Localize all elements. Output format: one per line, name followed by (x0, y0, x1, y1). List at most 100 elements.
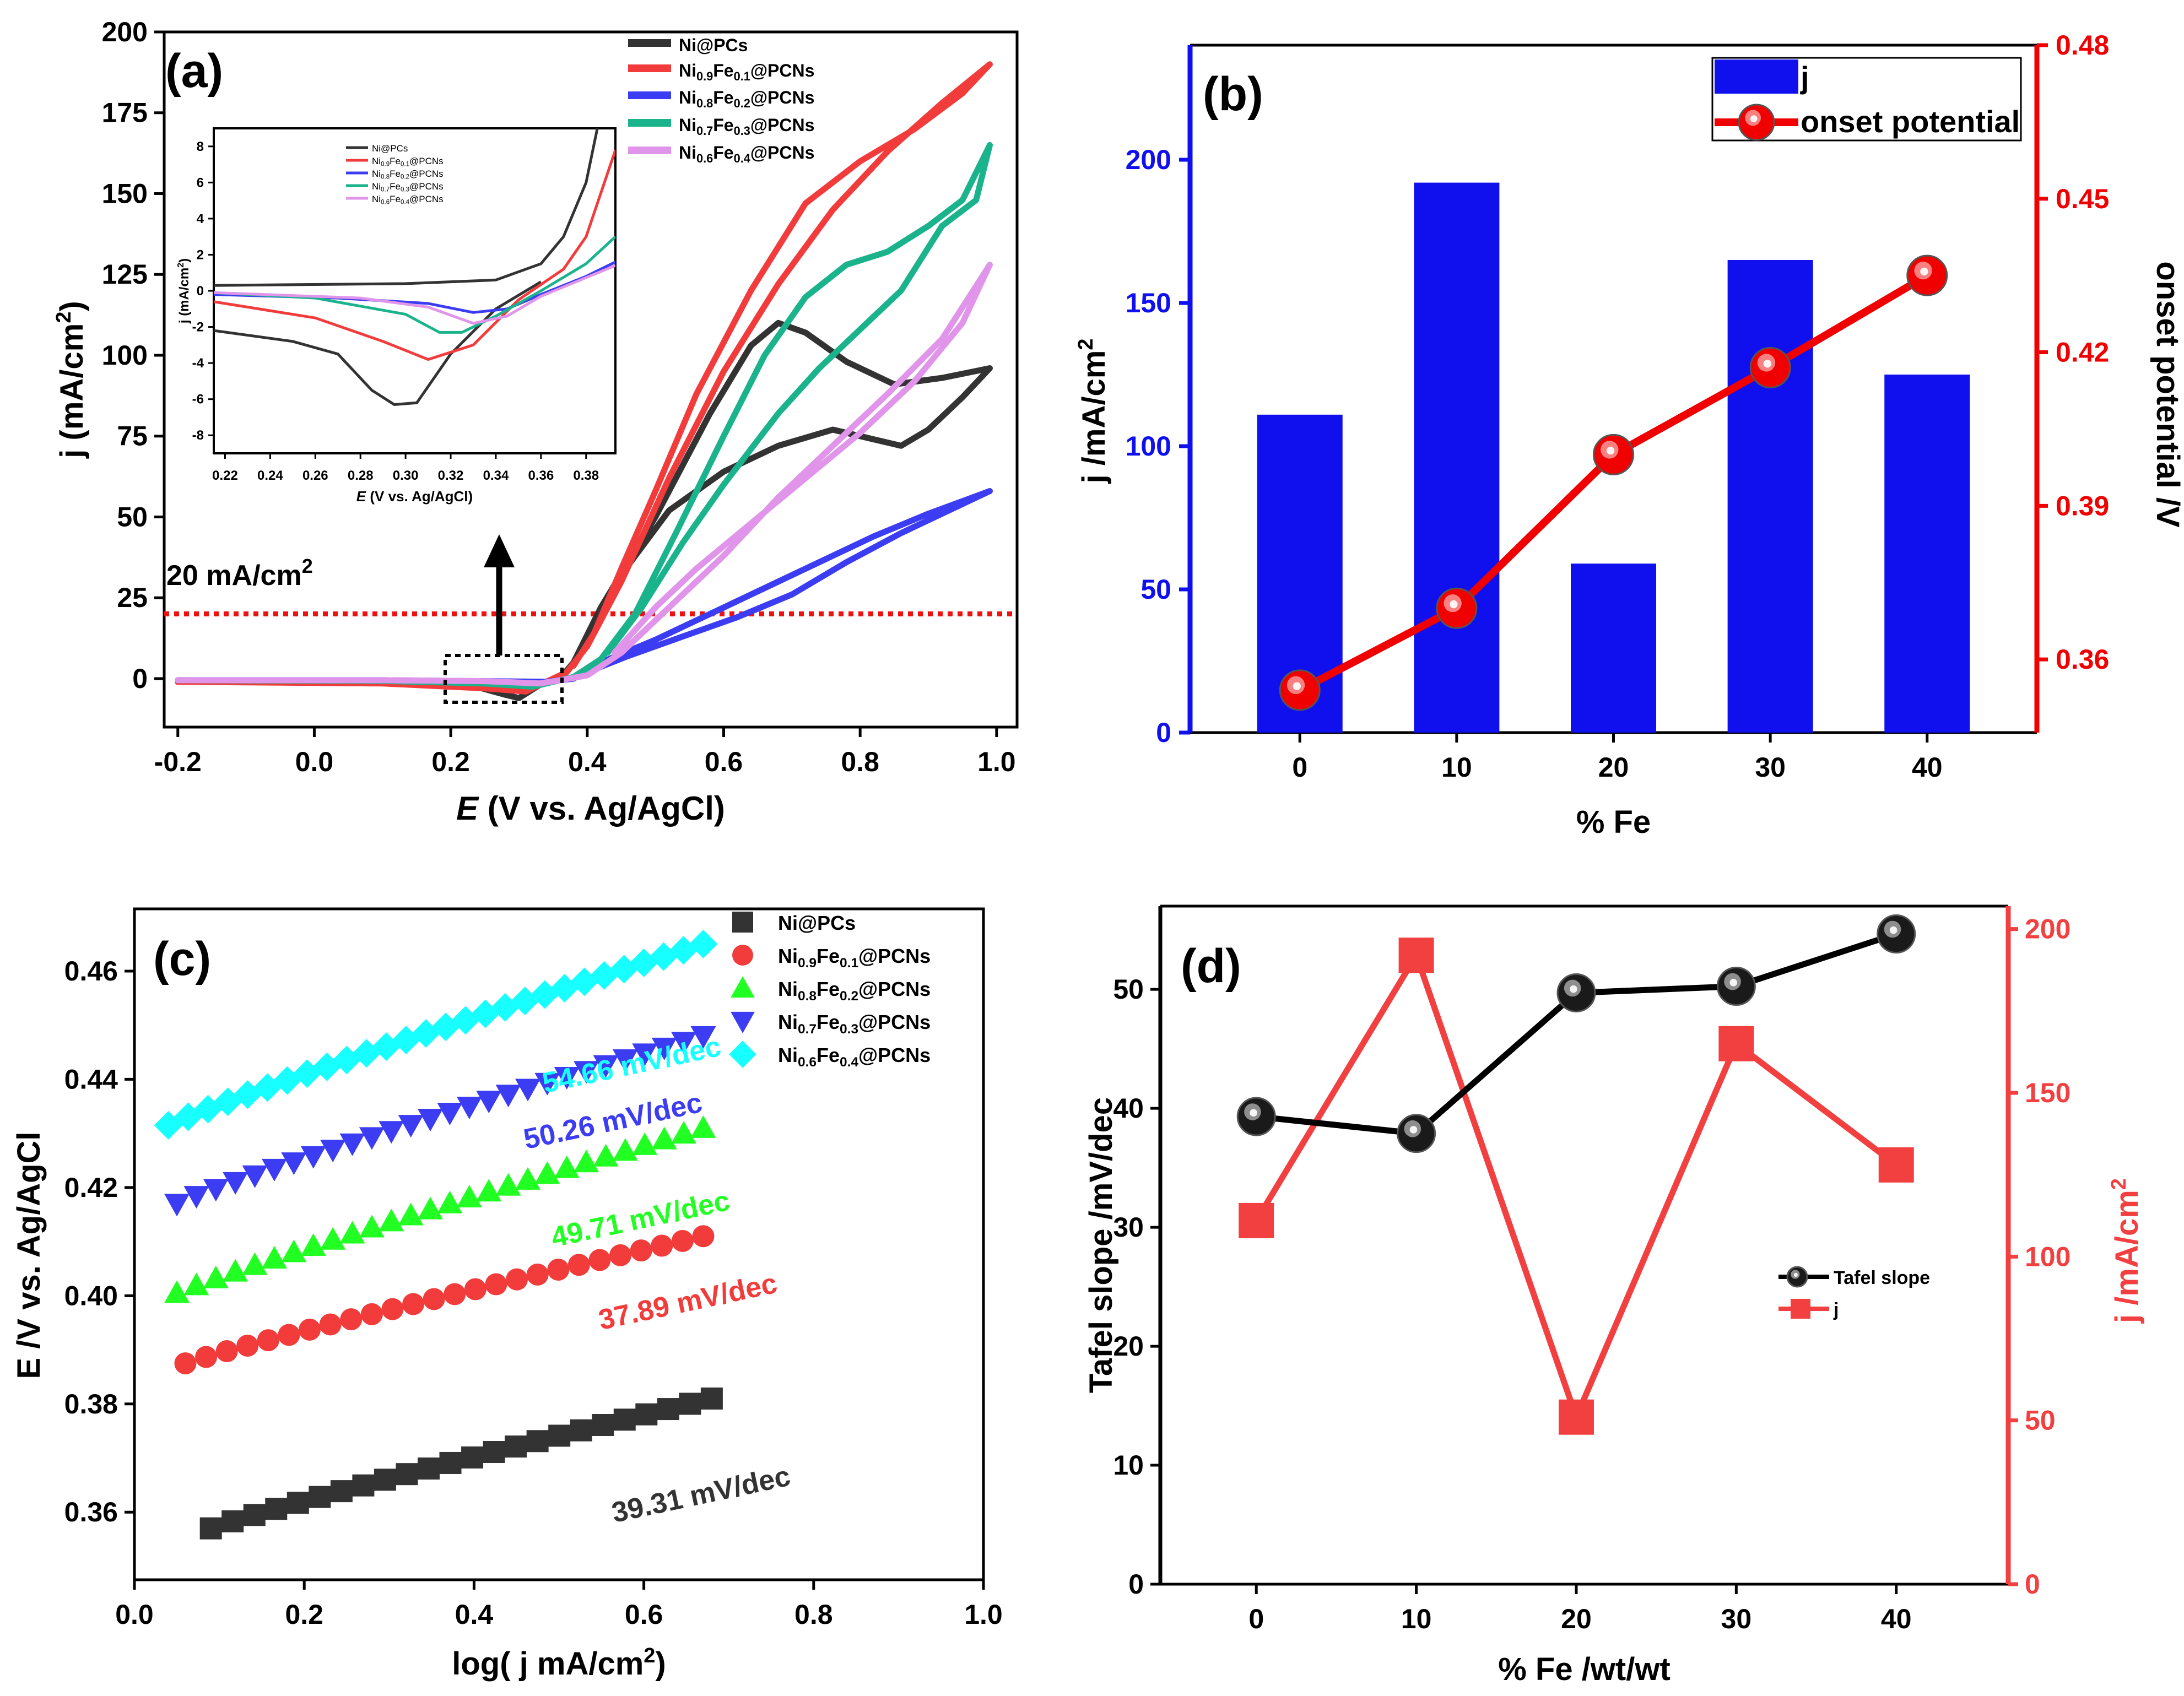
data-point (242, 1252, 268, 1275)
data-point (164, 1194, 190, 1217)
x-tick-label: 0.8 (841, 746, 879, 777)
panel-label: (d) (1181, 940, 1241, 993)
text-span: Ni (372, 181, 381, 192)
bar (1571, 563, 1656, 733)
data-point (635, 1403, 658, 1426)
data-point (731, 1011, 755, 1033)
data-point (203, 1179, 229, 1202)
marker-highlight (1250, 1109, 1257, 1117)
zoom-box (444, 654, 564, 704)
text-span: 2 (2107, 1178, 2131, 1190)
data-point (651, 1037, 677, 1060)
marker-highlight (1889, 926, 1898, 934)
legend-label: Ni0.7Fe0.3@PCNs (778, 1011, 931, 1037)
panel-d: 0 10 20 30 40 0 10 20 30 40 50 0 50 100 150 200 % Fe /wt… (1083, 904, 2145, 1687)
text-span: Fe (817, 1044, 840, 1066)
y2-tick-label: 0.39 (2056, 490, 2109, 521)
data-point (506, 1268, 528, 1291)
data-point (554, 1066, 580, 1090)
x-tick-label: -0.2 (154, 746, 202, 777)
text-span: Fe (817, 945, 840, 967)
data-point (444, 1283, 466, 1305)
text-span: Ni (778, 978, 798, 1000)
inset-y-tick-label: -6 (192, 392, 204, 407)
text-span: Fe (817, 1011, 840, 1033)
inset-x-tick-label: 0.30 (393, 468, 419, 483)
text-span: 0.2 (840, 989, 858, 1004)
data-point (242, 1165, 268, 1188)
text-span: 2 (52, 312, 75, 323)
data-point (352, 1474, 375, 1497)
y-tick-label: 0 (132, 663, 148, 694)
text-span: Ni (372, 169, 381, 179)
text-span: 2 (302, 555, 313, 577)
y-tick-label: 0 (1156, 717, 1171, 748)
data-point (261, 1245, 287, 1269)
x-tick-label: 0.4 (568, 746, 607, 777)
data-point (164, 1280, 190, 1303)
data-point (261, 1158, 287, 1182)
text-span: Fe (713, 61, 733, 80)
inset-y-tick-label: 6 (197, 175, 204, 190)
data-point (374, 1469, 396, 1491)
data-point (299, 1318, 321, 1341)
text-span: ) (54, 301, 90, 311)
y-tick-label: 10 (1113, 1450, 1144, 1481)
data-point (402, 1293, 425, 1315)
text-span: ) (177, 258, 192, 263)
inset-series-line (214, 149, 615, 361)
data-point (257, 1329, 279, 1352)
data-point (700, 1387, 723, 1410)
data-point (690, 1115, 716, 1138)
data-point (593, 1144, 619, 1167)
data-point (437, 1103, 463, 1126)
y-tick-label: 50 (1113, 974, 1144, 1005)
data-point (418, 1196, 444, 1220)
text-span: j (mA/cm (54, 323, 90, 459)
legend-label: Ni@PCs (778, 912, 856, 934)
panel-b: 0 10 20 30 40 0 50 100 150 200 0.36 0.39 0.42 0.45 0.4… (1074, 30, 2184, 840)
inset-series-line (214, 264, 615, 325)
legend-swatch-bar (1715, 59, 1798, 94)
data-point (221, 1510, 244, 1532)
data-point (526, 1263, 549, 1286)
text-span: @PCNs (858, 1011, 931, 1033)
text-span: ) (655, 1646, 666, 1682)
legend-label: Ni0.6Fe0.4@PCNs (679, 143, 814, 165)
text-span: 0.1 (840, 956, 858, 971)
text-span: 0.1 (401, 161, 409, 168)
text-span: 0.3 (840, 1022, 858, 1037)
data-point (613, 1408, 636, 1431)
text-span: @PCNs (409, 181, 444, 192)
inset-y-tick-label: -8 (192, 428, 204, 443)
data-point (567, 1254, 590, 1276)
y-tick-label: 30 (1113, 1212, 1144, 1243)
text-span: 0.3 (734, 124, 750, 138)
data-point (671, 1121, 697, 1144)
data-point (286, 1492, 309, 1514)
x-tick-label: 30 (1721, 1603, 1752, 1634)
y2-tick-label: 200 (2025, 914, 2071, 945)
data-point (340, 1308, 363, 1331)
text-span: 0.1 (734, 69, 750, 83)
y2-tick-label: 0.42 (2056, 337, 2109, 368)
data-point (417, 1457, 440, 1480)
inset-x-tick-label: 0.36 (528, 468, 554, 483)
data-point (203, 1265, 229, 1288)
j-point (1239, 1202, 1274, 1238)
y-tick-label: 50 (117, 501, 148, 532)
data-point (679, 1392, 701, 1415)
inset-y-tick-label: -4 (192, 356, 204, 371)
data-point (570, 1419, 592, 1442)
inset-x-tick-label: 0.22 (212, 468, 238, 483)
y-tick-label: 50 (1140, 574, 1171, 605)
data-point (732, 945, 753, 966)
x-tick-label: 20 (1598, 752, 1629, 783)
text-span: Ni (679, 115, 696, 135)
data-point (243, 1504, 266, 1526)
data-point (592, 1413, 614, 1436)
text-span: j /mA/cm (1076, 350, 1112, 484)
marker-highlight (1409, 1126, 1418, 1134)
data-point (396, 1463, 418, 1486)
text-span: @PCNs (858, 1044, 931, 1066)
